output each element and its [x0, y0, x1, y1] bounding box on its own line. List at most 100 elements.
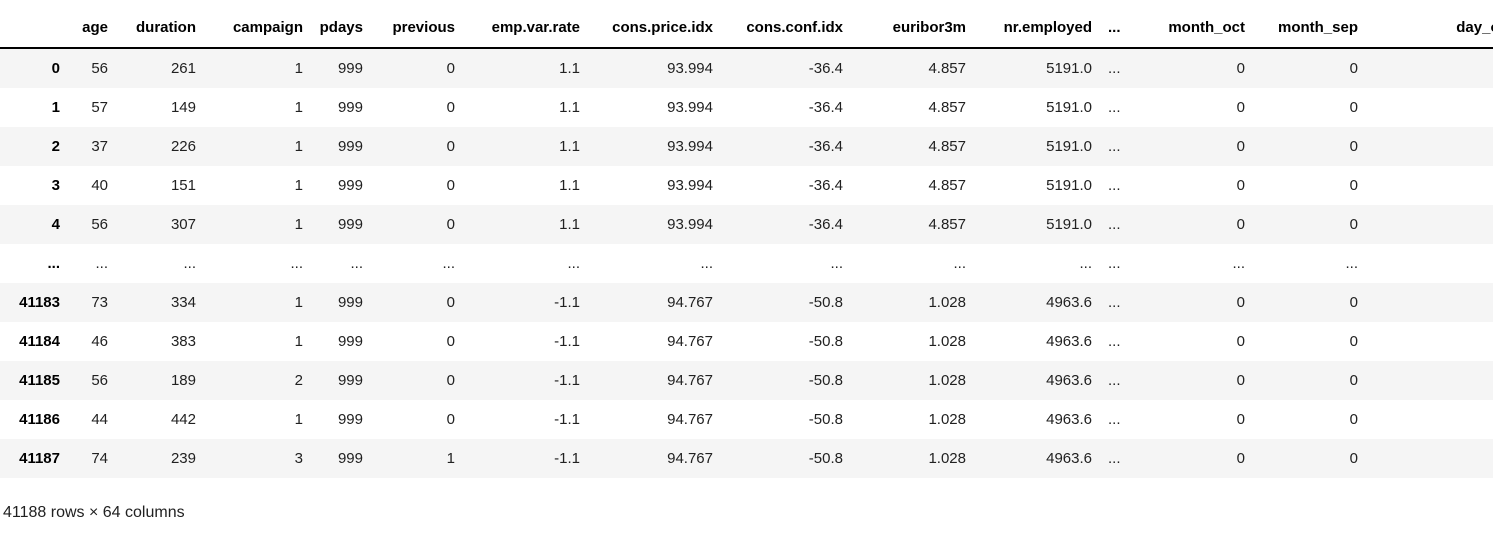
table-cell: 999: [337, 138, 363, 155]
table-cell: 383: [170, 333, 196, 350]
table-cell: ...: [1079, 255, 1092, 272]
table-cell: ...: [1232, 255, 1245, 272]
table-cell: 0: [1236, 333, 1245, 350]
table-cell: 56: [91, 216, 108, 233]
table-cell: 1: [294, 294, 303, 311]
table-cell: 56: [91, 60, 108, 77]
column-header: previous: [371, 6, 463, 49]
table-row: 4 56 307 1 999 0 1.1 93.994 -36.4 4.857 5191.0... 0…: [0, 205, 1493, 244]
table-cell: ...: [1108, 450, 1121, 467]
table-cell: 0: [1236, 177, 1245, 194]
table-cell: [1366, 127, 1493, 166]
table-cell: 94.767: [667, 294, 713, 311]
table-cell: -36.4: [808, 216, 843, 233]
column-header: duration: [116, 6, 204, 49]
table-cell: [1366, 283, 1493, 322]
row-index: 3: [51, 177, 60, 194]
table-cell: ...: [1108, 99, 1121, 116]
table-cell: 1.028: [928, 294, 966, 311]
table-cell: -36.4: [808, 99, 843, 116]
column-header: cons.price.idx: [588, 6, 721, 49]
table-cell: 4963.6: [1046, 372, 1092, 389]
table-cell: 1: [294, 411, 303, 428]
table-cell: 999: [337, 372, 363, 389]
table-cell: 0: [1236, 138, 1245, 155]
table-cell: [1366, 166, 1493, 205]
column-header: campaign: [204, 6, 311, 49]
table-cell: 1.028: [928, 333, 966, 350]
column-header: pdays: [311, 6, 371, 49]
column-header: cons.conf.idx: [721, 6, 851, 49]
table-cell: -1.1: [554, 372, 580, 389]
table-cell: ...: [1108, 372, 1121, 389]
table-cell: 37: [91, 138, 108, 155]
table-cell: 93.994: [667, 99, 713, 116]
table-cell: 0: [1236, 294, 1245, 311]
table-cell: 999: [337, 294, 363, 311]
table-cell: 1: [294, 333, 303, 350]
table-row: 41183 73 334 1 999 0 -1.1 94.767 -50.8 1.028 4963.…: [0, 283, 1493, 322]
table-cell: ...: [953, 255, 966, 272]
table-cell: 0: [1236, 216, 1245, 233]
table-cell: 5191.0: [1046, 60, 1092, 77]
table-cell: 0: [1236, 411, 1245, 428]
table-cell: 0: [446, 177, 455, 194]
table-cell: 307: [170, 216, 196, 233]
table-cell: 999: [337, 60, 363, 77]
table-cell: 151: [170, 177, 196, 194]
table-cell: -1.1: [554, 450, 580, 467]
column-header: euribor3m: [851, 6, 974, 49]
table-cell: 999: [337, 216, 363, 233]
column-header: day_of_week_: [1366, 6, 1493, 49]
table-cell: 4963.6: [1046, 450, 1092, 467]
table-cell: [1366, 322, 1493, 361]
table-cell: 93.994: [667, 177, 713, 194]
table-cell: 2: [294, 372, 303, 389]
table-cell: 93.994: [667, 60, 713, 77]
header-row: age duration campaign pdays previous emp.var.…: [0, 6, 1493, 49]
table-cell: 44: [91, 411, 108, 428]
table-cell: 57: [91, 99, 108, 116]
row-index: 1: [51, 99, 60, 116]
table-cell: 1.1: [559, 99, 580, 116]
table-cell: ...: [442, 255, 455, 272]
table-cell: -50.8: [808, 372, 843, 389]
table-cell: 226: [170, 138, 196, 155]
table-cell: 442: [170, 411, 196, 428]
table-cell: 5191.0: [1046, 99, 1092, 116]
table-cell: 0: [1349, 177, 1358, 194]
row-index: 4: [51, 216, 60, 233]
table-cell: 999: [337, 411, 363, 428]
table-cell: 0: [446, 411, 455, 428]
column-header: month_sep: [1253, 6, 1366, 49]
table-cell: 261: [170, 60, 196, 77]
table-cell: 5191.0: [1046, 177, 1092, 194]
table-cell: [1366, 88, 1493, 127]
table-cell: -36.4: [808, 177, 843, 194]
column-header: age: [68, 6, 116, 49]
table-cell: 4.857: [928, 99, 966, 116]
table-cell: -36.4: [808, 60, 843, 77]
table-cell: 334: [170, 294, 196, 311]
table-cell: 3: [294, 450, 303, 467]
table-cell: 0: [446, 333, 455, 350]
row-index: 41184: [19, 333, 60, 350]
table-cell: 149: [170, 99, 196, 116]
table-cell: ...: [1108, 333, 1121, 350]
table-cell: 4.857: [928, 138, 966, 155]
table-cell: 1.1: [559, 60, 580, 77]
table-cell: 94.767: [667, 372, 713, 389]
table-cell: 94.767: [667, 411, 713, 428]
table-cell: ...: [1108, 138, 1121, 155]
table-cell: [1366, 205, 1493, 244]
table-cell: 1: [446, 450, 455, 467]
table-cell: 0: [1349, 411, 1358, 428]
table-cell: 999: [337, 99, 363, 116]
table-cell: 94.767: [667, 333, 713, 350]
table-cell: 0: [1349, 294, 1358, 311]
table-cell: 189: [170, 372, 196, 389]
table-cell: 46: [91, 333, 108, 350]
table-row: 3 40 151 1 999 0 1.1 93.994 -36.4 4.857 5191.0... 0…: [0, 166, 1493, 205]
table-cell: 0: [1349, 372, 1358, 389]
table-cell: ...: [1345, 255, 1358, 272]
